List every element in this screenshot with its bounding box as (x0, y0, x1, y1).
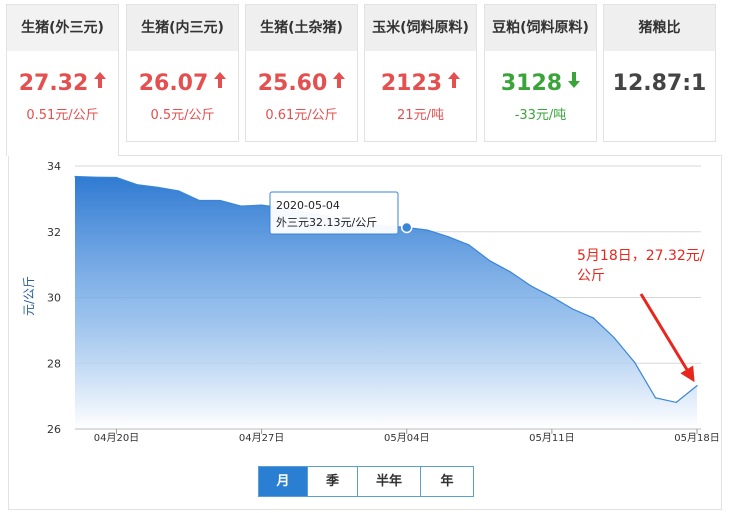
card-pig-tuzazhu[interactable]: 生猪(土杂猪) 25.60 0.61元/公斤 (245, 4, 358, 142)
tooltip-marker (400, 221, 413, 234)
annotation-text: 5月18日，27.32元/ (577, 248, 705, 264)
data-point (240, 205, 242, 207)
card-title: 豆粕(饲料原料) (485, 5, 596, 51)
card-price: 2123 (365, 69, 476, 99)
tab-quarter[interactable]: 季 (308, 467, 358, 496)
tooltip-date: 2020-05-04 (276, 199, 340, 212)
data-point (178, 190, 180, 192)
card-pig-grain-ratio[interactable]: 猪粮比 12.87:1 (603, 4, 716, 142)
card-price: 26.07 (127, 69, 238, 99)
card-price: 12.87:1 (604, 69, 715, 99)
card-change: -33元/吨 (514, 108, 567, 123)
x-tick-label: 05月04日 (384, 432, 429, 444)
x-tick-label: 05月11日 (529, 432, 574, 444)
data-point (261, 204, 263, 206)
data-point (115, 176, 118, 179)
annotation-arrow (639, 293, 695, 383)
data-point (219, 199, 221, 202)
tooltip: 2020-05-04 外三元32.13元/公斤 (269, 191, 413, 235)
price-value: 26.07 (138, 71, 209, 96)
price-value: 3128 (500, 71, 563, 96)
card-change: 21元/吨 (397, 108, 444, 123)
tab-month[interactable]: 月 (259, 467, 308, 496)
data-point (489, 260, 491, 262)
down-arrow-icon (568, 67, 581, 97)
data-point (551, 296, 553, 298)
y-axis-label: 元/公斤 (22, 276, 36, 316)
series-area-fill (75, 176, 697, 429)
data-point (426, 229, 429, 231)
x-tick-label: 05月18日 (674, 432, 719, 444)
data-point (675, 401, 677, 403)
axes: 26 28 30 32 34 04月20日 04月27日 05月04日 05月11日 05月18日 (47, 160, 720, 444)
card-change: 0.51元/公斤 (26, 108, 99, 123)
price-value: 12.87:1 (612, 71, 707, 96)
data-point (74, 175, 76, 178)
data-point (696, 385, 698, 387)
card-title: 生猪(外三元) (7, 5, 118, 51)
tooltip-box (269, 191, 399, 235)
card-title: 生猪(土杂猪) (246, 5, 357, 51)
card-change: 0.5元/公斤 (150, 108, 215, 123)
card-title: 玉米(饲料原料) (365, 5, 476, 51)
data-point (654, 397, 657, 399)
data-point (136, 184, 138, 186)
data-point (468, 244, 470, 246)
data-point (509, 271, 511, 273)
data-point (634, 362, 636, 364)
y-tick-label: 28 (47, 357, 61, 370)
card-title: 生猪(内三元) (127, 5, 238, 51)
annotation-text-line2: 公斤 (577, 268, 605, 284)
chart-panel: 26 28 30 32 34 04月20日 04月27日 05月04日 05月11日 05月18日… (8, 155, 722, 510)
card-price: 25.60 (246, 69, 357, 99)
y-tick-label: 32 (47, 226, 61, 239)
price-cards: 生猪(外三元) 27.32 0.51元/公斤 生猪(内三元) 26.07 0.5… (0, 0, 730, 156)
data-point (530, 285, 532, 287)
y-tick-label: 34 (47, 160, 61, 173)
period-tabs: 月 季 半年 年 (258, 466, 474, 497)
up-arrow-icon (214, 67, 227, 97)
card-pig-neisanyuan[interactable]: 生猪(内三元) 26.07 0.5元/公斤 (126, 4, 239, 142)
card-change: 0.61元/公斤 (265, 108, 338, 123)
y-tick-label: 30 (47, 292, 61, 305)
data-point (157, 186, 159, 188)
tooltip-value: 外三元32.13元/公斤 (276, 216, 377, 229)
data-point (572, 308, 574, 310)
data-point (95, 176, 97, 178)
price-chart: 26 28 30 32 34 04月20日 04月27日 05月04日 05月11日 05月18日… (22, 160, 720, 444)
price-value: 25.60 (257, 71, 328, 96)
data-point (592, 317, 594, 319)
x-tick-label: 04月27日 (239, 432, 284, 444)
card-soybean-meal[interactable]: 豆粕(饲料原料) 3128 -33元/吨 (484, 4, 597, 142)
card-price: 3128 (485, 69, 596, 99)
annotation: 5月18日，27.32元/公斤 (577, 248, 705, 383)
data-point (447, 236, 449, 238)
data-point (613, 337, 615, 339)
data-point (198, 199, 200, 202)
up-arrow-icon (94, 67, 107, 97)
x-tick-label: 04月20日 (94, 432, 139, 444)
card-pig-waisanyuan[interactable]: 生猪(外三元) 27.32 0.51元/公斤 (6, 4, 119, 156)
card-title: 猪粮比 (604, 5, 715, 51)
tab-year[interactable]: 年 (421, 467, 473, 496)
up-arrow-icon (448, 67, 461, 97)
card-price: 27.32 (7, 69, 118, 99)
price-value: 2123 (380, 71, 443, 96)
tab-half-year[interactable]: 半年 (358, 467, 421, 496)
up-arrow-icon (333, 67, 346, 97)
y-tick-label: 26 (47, 423, 61, 436)
price-value: 27.32 (18, 71, 89, 96)
card-corn[interactable]: 玉米(饲料原料) 2123 21元/吨 (364, 4, 477, 142)
